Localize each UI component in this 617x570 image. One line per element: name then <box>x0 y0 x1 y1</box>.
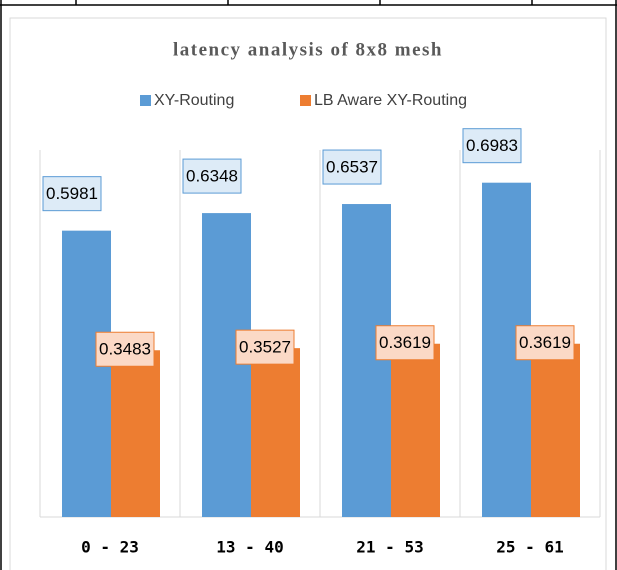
x-tick-label: 25 - 61 <box>496 538 563 557</box>
data-label-box <box>462 128 522 164</box>
data-label: 0.3483 <box>99 340 151 359</box>
bar <box>342 204 391 517</box>
data-label: 0.3619 <box>379 333 431 352</box>
legend-swatch <box>140 95 151 106</box>
legend-label: XY-Routing <box>154 92 234 109</box>
legend-swatch <box>300 95 311 106</box>
data-label: 0.6348 <box>186 167 238 186</box>
data-label: 0.3527 <box>239 338 291 357</box>
bar <box>391 343 440 517</box>
chart-title: latency analysis of 8x8 mesh <box>173 39 443 60</box>
bar <box>62 230 111 518</box>
bar <box>251 348 300 517</box>
data-label: 0.6537 <box>326 158 378 177</box>
data-label-box <box>95 331 155 367</box>
data-label-box <box>375 325 435 361</box>
data-label-box <box>235 329 295 365</box>
data-label-box <box>182 158 242 194</box>
bar <box>202 213 251 518</box>
data-label: 0.6983 <box>466 136 518 155</box>
data-label: 0.3619 <box>519 333 571 352</box>
data-label-box <box>515 325 575 361</box>
data-label-box <box>322 149 382 185</box>
data-label-box <box>42 176 102 212</box>
bar <box>531 343 580 517</box>
x-tick-label: 21 - 53 <box>356 538 423 557</box>
x-tick-label: 0 - 23 <box>81 538 139 557</box>
bar <box>111 350 160 517</box>
x-tick-label: 13 - 40 <box>216 538 283 557</box>
data-label: 0.5981 <box>46 184 98 203</box>
legend-label: LB Aware XY-Routing <box>314 92 467 109</box>
